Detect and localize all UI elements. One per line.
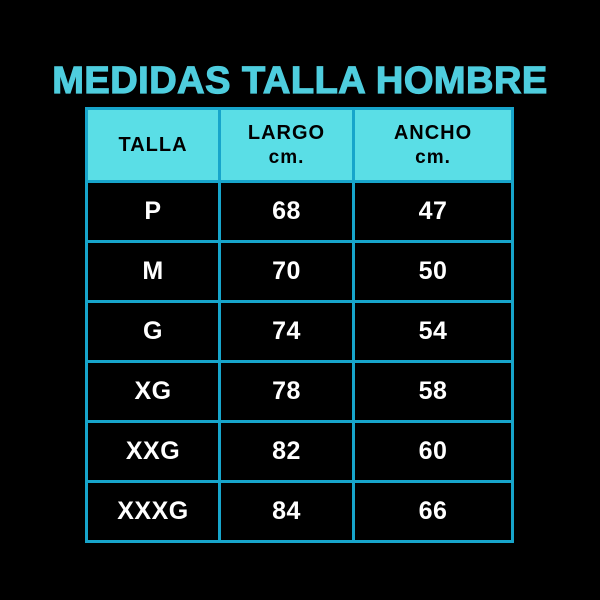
column-header-largo: LARGO cm. xyxy=(218,107,355,183)
cell-ancho: 47 xyxy=(352,180,514,243)
column-label: ANCHO xyxy=(393,121,473,144)
column-sublabel: cm. xyxy=(415,146,451,168)
column-label: LARGO xyxy=(247,121,326,144)
cell-largo: 68 xyxy=(218,180,355,243)
cell-ancho: 54 xyxy=(352,300,514,363)
cell-ancho: 50 xyxy=(352,240,514,303)
table-header-row: TALLA LARGO cm. ANCHO cm. xyxy=(85,107,514,183)
cell-talla: G xyxy=(85,300,221,363)
cell-ancho: 60 xyxy=(352,420,514,483)
cell-largo: 82 xyxy=(218,420,355,483)
cell-talla: XXG xyxy=(85,420,221,483)
table-row: XXG 82 60 xyxy=(85,420,514,483)
page-title: MEDIDAS TALLA HOMBRE xyxy=(52,60,548,102)
column-header-talla: TALLA xyxy=(85,107,221,183)
cell-talla: P xyxy=(85,180,221,243)
cell-talla: XXXG xyxy=(85,480,221,543)
cell-talla: XG xyxy=(85,360,221,423)
cell-ancho: 66 xyxy=(352,480,514,543)
size-table: TALLA LARGO cm. ANCHO cm. P 68 47 xyxy=(85,107,514,543)
cell-largo: 70 xyxy=(218,240,355,303)
cell-largo: 74 xyxy=(218,300,355,363)
table-row: XXXG 84 66 xyxy=(85,480,514,543)
table-row: G 74 54 xyxy=(85,300,514,363)
column-label: TALLA xyxy=(118,134,188,156)
column-sublabel: cm. xyxy=(268,146,305,168)
cell-ancho: 58 xyxy=(352,360,514,423)
column-header-ancho: ANCHO cm. xyxy=(352,107,514,183)
table-row: XG 78 58 xyxy=(85,360,514,423)
table-row: M 70 50 xyxy=(85,240,514,303)
cell-largo: 84 xyxy=(218,480,355,543)
cell-talla: M xyxy=(85,240,221,303)
cell-largo: 78 xyxy=(218,360,355,423)
table-row: P 68 47 xyxy=(85,180,514,243)
